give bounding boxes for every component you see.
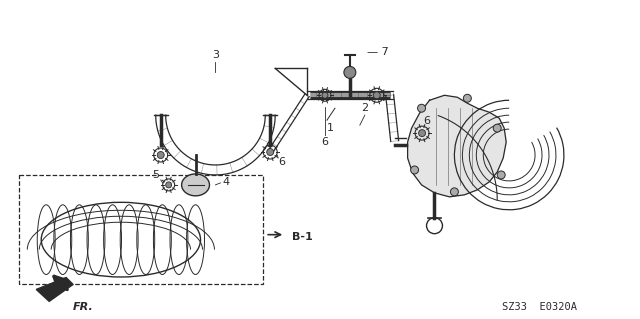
Text: B-1: B-1 <box>292 232 313 242</box>
Text: 1: 1 <box>326 123 333 133</box>
Polygon shape <box>408 95 506 197</box>
Circle shape <box>157 152 164 159</box>
Text: — 7: — 7 <box>367 48 388 57</box>
Ellipse shape <box>182 174 209 196</box>
Text: 5: 5 <box>152 170 159 180</box>
Circle shape <box>497 171 505 179</box>
Circle shape <box>411 166 419 174</box>
Circle shape <box>463 94 471 102</box>
Circle shape <box>373 92 380 99</box>
Text: 6: 6 <box>424 116 431 126</box>
Text: 2: 2 <box>361 103 369 113</box>
Circle shape <box>267 149 274 156</box>
Text: FR.: FR. <box>73 302 94 312</box>
Circle shape <box>344 66 356 78</box>
Circle shape <box>417 104 426 112</box>
Text: 6: 6 <box>321 137 328 147</box>
Circle shape <box>322 92 328 98</box>
Circle shape <box>493 124 501 132</box>
Text: SZ33  E0320A: SZ33 E0320A <box>502 302 577 312</box>
Text: 3: 3 <box>212 50 219 61</box>
Text: 4: 4 <box>223 177 230 187</box>
Circle shape <box>166 182 172 188</box>
Polygon shape <box>36 278 73 301</box>
Circle shape <box>419 130 426 137</box>
Text: 6: 6 <box>278 157 285 167</box>
Circle shape <box>451 188 458 196</box>
